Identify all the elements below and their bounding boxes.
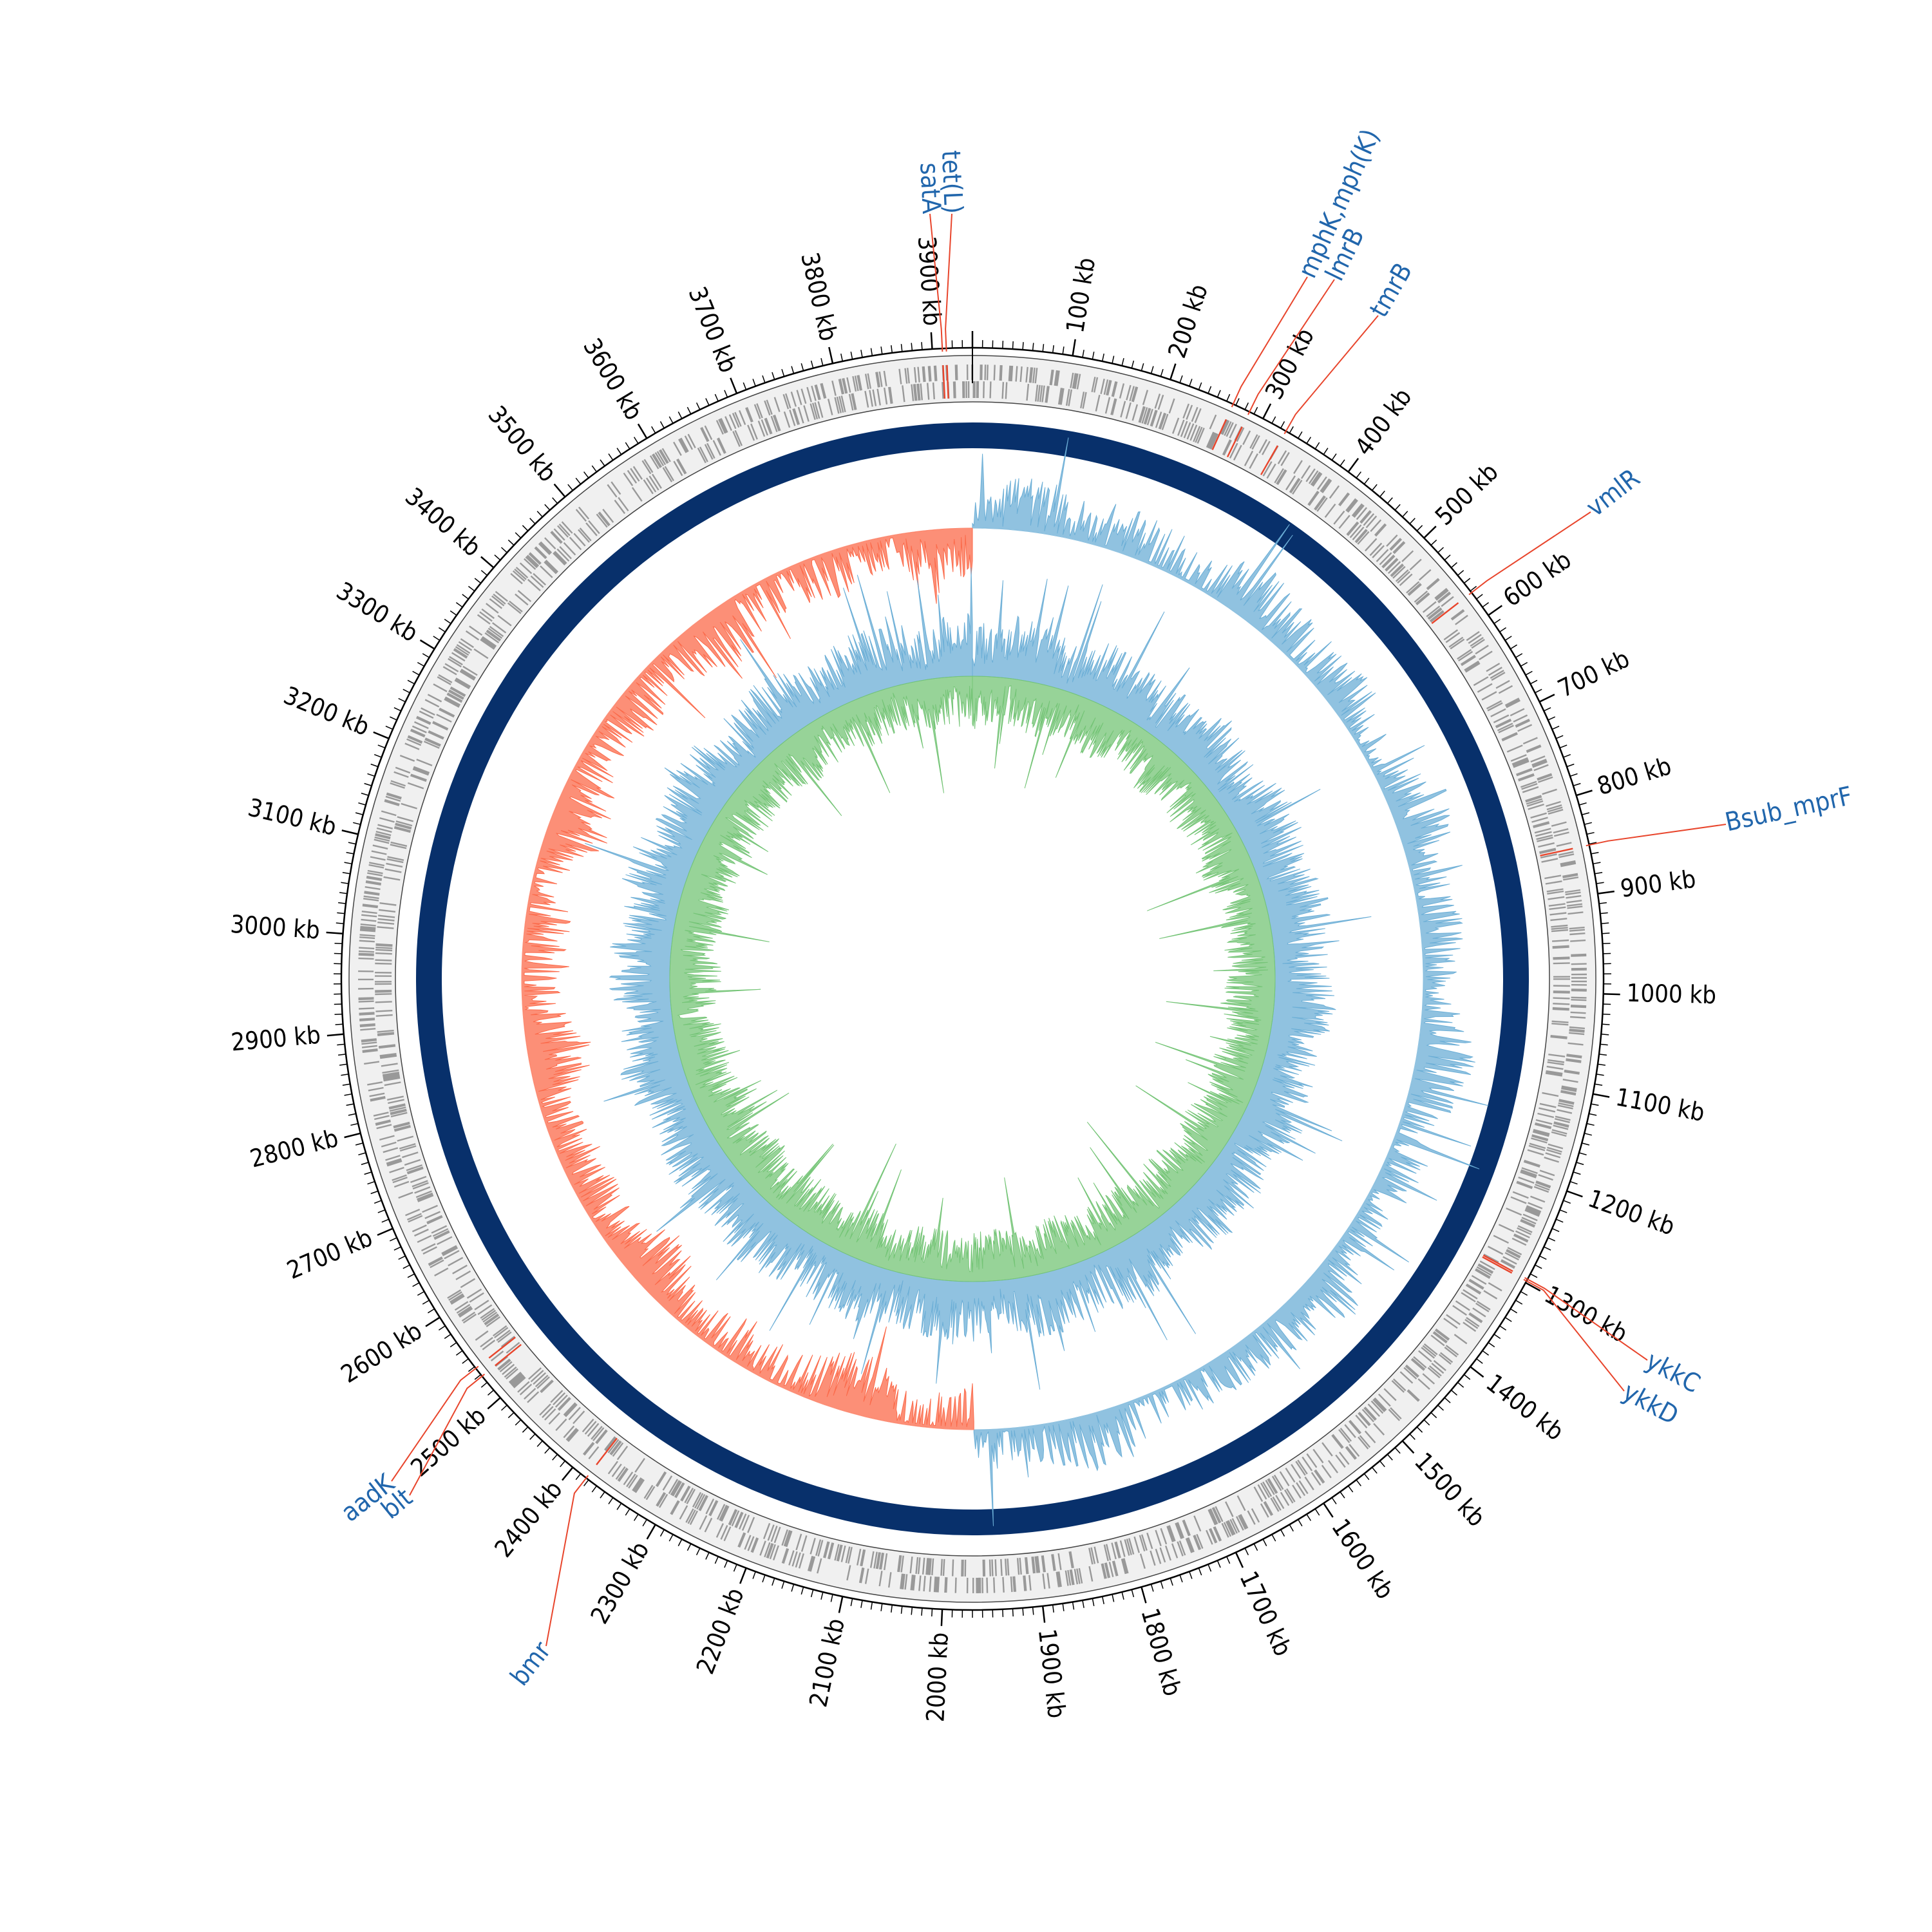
ruler-tick-label: 1700 kb [1234,1567,1297,1660]
ruler-tick-label: 800 kb [1594,752,1674,800]
gene-label: satA [914,162,946,214]
gene-label: vmlR [1581,463,1645,522]
gene-leader-line [1586,824,1727,847]
ruler-tick-label: 2700 kb [283,1223,376,1285]
gene-leader-line [409,1374,486,1496]
ruler-tick-label: 3400 kb [400,482,486,562]
ruler-tick-label: 1400 kb [1481,1368,1569,1446]
ruler-tick-label: 1200 kb [1584,1184,1678,1241]
ruler-tick-label: 2000 kb [921,1632,954,1723]
backbone-ring [416,422,1529,1535]
gene-leader-line [1523,1278,1625,1392]
ruler-tick-label: 3800 kb [795,250,843,344]
gc-content-below-area [669,676,1276,1282]
ruler-tick-label: 900 kb [1618,865,1697,903]
backbone-ring-band [416,422,1529,1535]
ruler-tick-label: 3500 kb [482,401,562,488]
ruler-tick-label: 3900 kb [913,235,947,327]
ruler-tick-label: 3700 kb [683,283,743,377]
gene-label: Bsub_mprF [1723,781,1855,837]
ruler-tick-label: 2300 kb [585,1537,655,1629]
ruler-tick-label: 2200 kb [691,1584,750,1678]
ruler-tick-label: 2100 kb [804,1616,850,1709]
ruler-tick-label: 500 kb [1430,458,1504,531]
gene-leader-line [1231,276,1308,408]
ruler-tick-label: 1000 kb [1626,979,1716,1009]
ruler-tick-label: 1500 kb [1409,1447,1491,1532]
gene-label: bmr [505,1636,557,1692]
gene-leader-line [945,213,952,352]
gene-label: tet(L) [936,150,968,214]
gene-leader-line [391,1365,479,1482]
feature-ring-inner-edge [395,401,1550,1557]
gc-skew-track [521,437,1489,1526]
ruler-minor-ticks [333,340,1612,1618]
gc-skew-positive-area [972,437,1489,1526]
ruler-tick-label: 700 kb [1553,644,1634,703]
gene-leader-line [1468,511,1591,596]
ruler-tick-label: 1600 kb [1326,1514,1399,1604]
ruler-tick-label: 1100 kb [1613,1083,1707,1127]
ruler-tick-label: 3100 kb [245,793,339,841]
ruler-tick-label: 2600 kb [336,1316,427,1388]
gene-leader-line [929,213,943,352]
gene-leader-line [545,1475,589,1647]
ruler-tick-label: 2800 kb [247,1124,341,1173]
gene-leader-line [1524,1277,1648,1361]
ruler-tick-label: 3300 kb [332,576,423,647]
ruler-tick-label: 1300 kb [1540,1280,1632,1349]
ruler-tick-label: 1800 kb [1135,1605,1187,1699]
ruler-tick-label: 2400 kb [489,1475,567,1563]
ruler-tick-label: 200 kb [1162,281,1213,361]
gc-content-track [585,567,1372,1390]
ruler-major-ticks [326,331,1620,1626]
feature-highlight-marks [488,365,1573,1466]
ruler-tick-label: 2900 kb [230,1021,322,1057]
gene-leader-line [1247,279,1335,415]
ruler-tick-label: 600 kb [1498,545,1576,612]
ruler-tick-label: 300 kb [1260,323,1320,404]
gene-leader-line [1283,315,1379,435]
ruler-tick-label: 3000 kb [229,910,321,945]
gc-skew-negative-area [521,527,974,1430]
ruler-tick-label: 400 kb [1349,383,1417,461]
ruler-tick-label: 3200 kb [279,681,374,741]
gene-label: tmrB [1364,258,1418,323]
ruler-tick-label: 3600 kb [578,334,649,425]
ruler-tick-label: 1900 kb [1033,1627,1071,1719]
gc-content-above-area [585,567,1372,1390]
ruler-tick-label: 100 kb [1061,256,1101,335]
gc-skew-baseline [521,527,1424,1430]
